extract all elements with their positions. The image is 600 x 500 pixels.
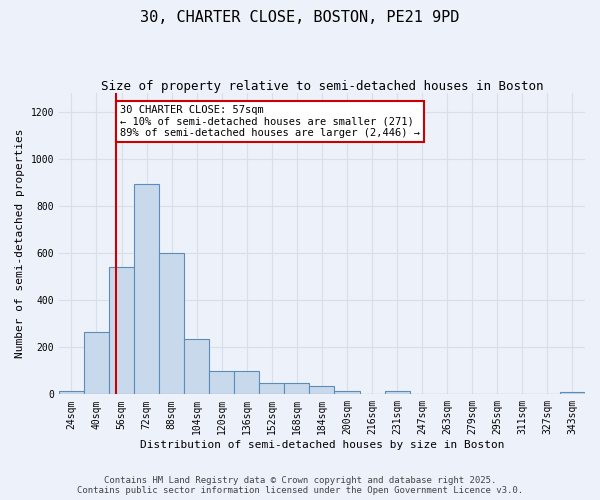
Bar <box>84 332 109 394</box>
Bar <box>209 371 234 394</box>
Text: 30, CHARTER CLOSE, BOSTON, PE21 9PD: 30, CHARTER CLOSE, BOSTON, PE21 9PD <box>140 10 460 25</box>
Bar <box>334 391 359 394</box>
Bar <box>159 253 184 394</box>
Text: Contains HM Land Registry data © Crown copyright and database right 2025.
Contai: Contains HM Land Registry data © Crown c… <box>77 476 523 495</box>
Bar <box>134 184 159 394</box>
Bar <box>284 382 310 394</box>
Bar <box>234 371 259 394</box>
Text: 30 CHARTER CLOSE: 57sqm
← 10% of semi-detached houses are smaller (271)
89% of s: 30 CHARTER CLOSE: 57sqm ← 10% of semi-de… <box>120 105 420 138</box>
X-axis label: Distribution of semi-detached houses by size in Boston: Distribution of semi-detached houses by … <box>140 440 504 450</box>
Bar <box>184 339 209 394</box>
Bar <box>560 392 585 394</box>
Bar <box>259 382 284 394</box>
Bar <box>59 391 84 394</box>
Bar <box>385 391 410 394</box>
Bar <box>310 386 334 394</box>
Bar <box>109 267 134 394</box>
Title: Size of property relative to semi-detached houses in Boston: Size of property relative to semi-detach… <box>101 80 543 93</box>
Y-axis label: Number of semi-detached properties: Number of semi-detached properties <box>15 129 25 358</box>
